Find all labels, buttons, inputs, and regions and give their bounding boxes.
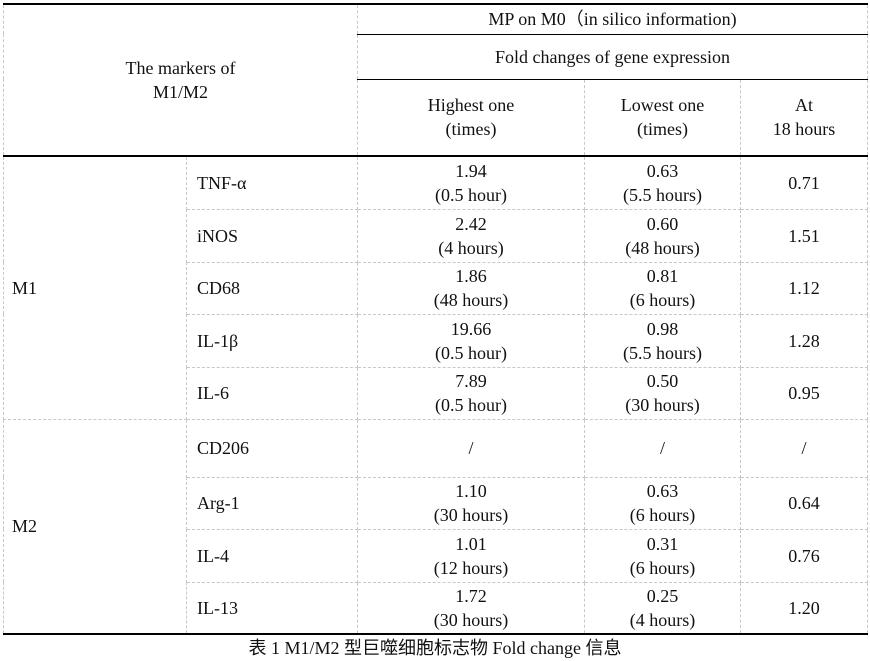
col-highest: Highest one (times) bbox=[357, 78, 586, 157]
at18-value: 1.51 bbox=[740, 208, 869, 263]
highest-time: (0.5 hour) bbox=[435, 342, 507, 363]
highest-time: (0.5 hour) bbox=[435, 395, 507, 415]
table-caption: 表 1 M1/M2 型巨噬细胞标志物 Fold change 信息 bbox=[248, 638, 622, 658]
highest-value: 1.10 bbox=[455, 481, 487, 501]
lowest-value: 0.60 bbox=[646, 213, 679, 234]
highest-value: 1.72 bbox=[455, 585, 487, 606]
markers-header: The markers of M1/M2 bbox=[2, 3, 359, 157]
col-highest-label: Highest one bbox=[427, 95, 515, 116]
table-row: IL-6 7.89 (0.5 hour) 0.50 (30 hours) 0.95 bbox=[4, 366, 869, 420]
highest-value: 19.66 bbox=[450, 318, 492, 339]
marker-name: IL-6 bbox=[185, 366, 359, 420]
table-row: CD68 1.86 (48 hours) 0.81 (6 hours) 1.12 bbox=[4, 261, 869, 315]
table-row: IL-1β 19.66 (0.5 hour) 0.98 (5.5 hours) 1.28 bbox=[4, 313, 869, 368]
highest-value: / bbox=[468, 438, 474, 458]
col-at18-label: At bbox=[795, 95, 814, 116]
highest-cell: 1.10 (30 hours) bbox=[357, 476, 586, 530]
subgroup-title: Fold changes of gene expression bbox=[357, 33, 869, 80]
marker-name: CD68 bbox=[185, 261, 359, 315]
lowest-cell: 0.63 (5.5 hours) bbox=[584, 155, 742, 210]
highest-cell: 1.94 (0.5 hour) bbox=[357, 155, 586, 210]
highest-time: (4 hours) bbox=[438, 237, 504, 258]
group-label: M2 bbox=[3, 418, 187, 635]
lowest-cell: 0.31 (6 hours) bbox=[584, 528, 742, 583]
col-at18: At 18 hours bbox=[740, 78, 869, 157]
lowest-time: (5.5 hours) bbox=[623, 184, 703, 205]
col-lowest: Lowest one (times) bbox=[584, 78, 742, 157]
at18-value: 1.28 bbox=[740, 313, 869, 368]
group-title: MP on M0（in silico information) bbox=[357, 3, 869, 35]
marker-name: CD206 bbox=[185, 418, 359, 478]
lowest-value: / bbox=[660, 438, 666, 458]
lowest-time: (6 hours) bbox=[629, 505, 696, 525]
at18-value: 0.76 bbox=[740, 528, 869, 583]
lowest-value: 0.31 bbox=[646, 533, 679, 554]
table-row: IL-13 1.72 (30 hours) 0.25 (4 hours) 1.20 bbox=[4, 581, 869, 635]
highest-value: 1.94 bbox=[455, 160, 487, 181]
highest-cell: 19.66 (0.5 hour) bbox=[357, 313, 586, 368]
at18-value: 1.20 bbox=[740, 581, 869, 635]
lowest-time: (48 hours) bbox=[625, 237, 700, 258]
at18-value: 0.64 bbox=[740, 476, 869, 530]
col-lowest-unit: (times) bbox=[637, 119, 689, 140]
highest-time: (48 hours) bbox=[433, 290, 509, 310]
at18-value: 0.71 bbox=[740, 155, 869, 210]
marker-name: IL-4 bbox=[185, 528, 359, 583]
table-row: Arg-1 1.10 (30 hours) 0.63 (6 hours) 0.64 bbox=[4, 476, 869, 530]
lowest-value: 0.98 bbox=[646, 318, 679, 339]
marker-name: iNOS bbox=[185, 208, 359, 263]
markers-table: The markers of M1/M2 MP on M0（in silico … bbox=[2, 3, 869, 635]
lowest-value: 0.81 bbox=[646, 266, 679, 286]
marker-name: TNF-α bbox=[185, 155, 359, 210]
marker-name: IL-13 bbox=[185, 581, 359, 635]
highest-value: 2.42 bbox=[455, 213, 487, 234]
at18-value: 1.12 bbox=[740, 261, 869, 315]
lowest-value: 0.63 bbox=[646, 481, 679, 501]
at18-value: / bbox=[740, 418, 869, 478]
lowest-time: (6 hours) bbox=[629, 290, 696, 310]
lowest-time: (30 hours) bbox=[625, 395, 700, 415]
marker-name: IL-1β bbox=[185, 313, 359, 368]
lowest-time: (5.5 hours) bbox=[623, 342, 703, 363]
markers-header-line1: The markers of bbox=[125, 58, 236, 78]
lowest-value: 0.63 bbox=[646, 160, 679, 181]
highest-cell: 2.42 (4 hours) bbox=[357, 208, 586, 263]
marker-name: Arg-1 bbox=[185, 476, 359, 530]
highest-cell: 1.01 (12 hours) bbox=[357, 528, 586, 583]
highest-cell: 1.72 (30 hours) bbox=[357, 581, 586, 635]
at18-value: 0.95 bbox=[740, 366, 869, 420]
col-at18-unit: 18 hours bbox=[772, 119, 836, 140]
highest-cell: / bbox=[357, 418, 586, 478]
lowest-cell: 0.60 (48 hours) bbox=[584, 208, 742, 263]
lowest-time: (4 hours) bbox=[629, 609, 696, 630]
lowest-cell: 0.63 (6 hours) bbox=[584, 476, 742, 530]
lowest-cell: / bbox=[584, 418, 742, 478]
lowest-cell: 0.98 (5.5 hours) bbox=[584, 313, 742, 368]
lowest-cell: 0.50 (30 hours) bbox=[584, 366, 742, 420]
highest-value: 7.89 bbox=[455, 371, 487, 391]
highest-time: (30 hours) bbox=[433, 505, 509, 525]
highest-cell: 7.89 (0.5 hour) bbox=[357, 366, 586, 420]
table-row: iNOS 2.42 (4 hours) 0.60 (48 hours) 1.51 bbox=[4, 208, 869, 263]
table-row: M1 TNF-α 1.94 (0.5 hour) 0.63 (5.5 hours) 0.71 bbox=[3, 155, 869, 420]
lowest-cell: 0.81 (6 hours) bbox=[584, 261, 742, 315]
markers-header-line2: M1/M2 bbox=[153, 82, 209, 102]
highest-value: 1.01 bbox=[455, 533, 487, 554]
group-label: M1 bbox=[3, 155, 187, 420]
highest-value: 1.86 bbox=[455, 266, 487, 286]
highest-time: (12 hours) bbox=[433, 557, 509, 578]
lowest-cell: 0.25 (4 hours) bbox=[584, 581, 742, 635]
lowest-value: 0.50 bbox=[646, 371, 679, 391]
col-lowest-label: Lowest one bbox=[620, 95, 705, 116]
table-row: M2 CD206 / / / bbox=[3, 418, 869, 635]
lowest-time: (6 hours) bbox=[629, 557, 696, 578]
highest-cell: 1.86 (48 hours) bbox=[357, 261, 586, 315]
col-highest-unit: (times) bbox=[445, 119, 497, 140]
highest-time: (30 hours) bbox=[433, 609, 509, 630]
highest-time: (0.5 hour) bbox=[435, 184, 507, 205]
lowest-value: 0.25 bbox=[646, 585, 679, 606]
